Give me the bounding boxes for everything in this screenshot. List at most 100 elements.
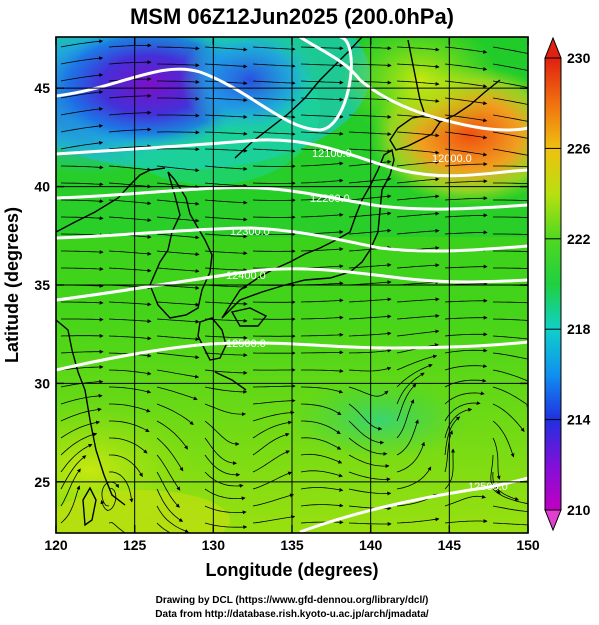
streamline	[300, 470, 343, 478]
streamline	[252, 471, 293, 490]
contour-label: 12500.0	[468, 481, 508, 493]
streamline	[396, 46, 440, 52]
streamline	[109, 420, 150, 433]
streamline	[396, 63, 440, 69]
streamline	[60, 107, 104, 116]
streamline	[101, 481, 120, 507]
streamline	[300, 63, 344, 68]
streamline	[109, 454, 143, 478]
streamline	[253, 384, 296, 389]
streamline	[204, 437, 237, 466]
streamline	[444, 148, 488, 157]
streamline	[108, 110, 152, 116]
streamline	[396, 97, 440, 103]
streamline	[396, 80, 440, 86]
streamline	[348, 420, 385, 445]
streamline	[60, 365, 104, 371]
streamline	[156, 165, 200, 173]
streamline	[444, 196, 488, 201]
streamline	[301, 350, 344, 355]
colorbar-tick-label: 214	[567, 412, 591, 428]
streamline	[300, 114, 344, 119]
streamline	[61, 250, 104, 255]
streamline	[60, 393, 103, 405]
y-tick-label: 40	[34, 179, 50, 195]
streamline	[300, 437, 342, 450]
streamline	[204, 114, 248, 119]
streamline	[300, 212, 344, 218]
streamline	[492, 420, 515, 458]
streamline	[444, 80, 488, 89]
streamline	[444, 378, 487, 388]
streamline	[348, 194, 392, 201]
streamline	[396, 194, 440, 201]
contour-label: 12400.0	[226, 270, 266, 282]
streamline	[490, 454, 501, 494]
streamline	[396, 313, 440, 320]
streamline	[100, 488, 117, 511]
streamline	[492, 403, 525, 433]
streamline	[252, 410, 295, 422]
streamline	[204, 131, 248, 136]
streamline	[60, 432, 98, 456]
streamline	[156, 505, 190, 533]
streamline	[493, 165, 528, 168]
streamline	[60, 39, 104, 48]
streamline	[108, 318, 152, 324]
streamline	[300, 403, 342, 416]
streamline	[444, 315, 488, 320]
streamline	[348, 522, 392, 527]
streamline	[493, 301, 528, 304]
streamline	[444, 494, 486, 507]
streamline	[60, 124, 104, 133]
streamline	[204, 454, 241, 477]
streamline	[348, 437, 388, 456]
streamline	[109, 403, 151, 413]
streamline	[444, 364, 488, 371]
streamline	[157, 79, 200, 84]
streamline	[204, 301, 248, 306]
gridlines	[56, 37, 528, 533]
streamline	[252, 63, 296, 69]
streamline	[157, 96, 200, 101]
streamline	[348, 488, 392, 496]
streamline	[348, 386, 389, 397]
streamline	[348, 159, 392, 167]
streamline	[396, 372, 425, 405]
streamline	[156, 471, 180, 508]
streamline	[60, 444, 93, 473]
contour-label: 12300.0	[230, 226, 270, 238]
contour-label: 12000.0	[432, 153, 472, 165]
streamline	[348, 131, 392, 137]
streamline	[204, 403, 246, 417]
streamline	[300, 315, 344, 320]
streamline	[348, 314, 392, 320]
streamline	[252, 432, 290, 456]
y-axis-label: Latitude (degrees)	[2, 207, 22, 363]
streamline	[493, 182, 528, 185]
streamline	[252, 398, 296, 405]
streamline	[444, 348, 488, 354]
streamline	[204, 148, 248, 153]
y-tick-label: 30	[34, 375, 50, 391]
streamline	[300, 161, 344, 167]
x-tick-label: 140	[359, 537, 383, 553]
streamline	[204, 199, 248, 205]
streamline	[252, 46, 296, 52]
streamline	[252, 493, 295, 507]
streamline	[444, 264, 488, 269]
colorbar-tick-label: 210	[567, 502, 591, 518]
streamline	[60, 420, 101, 439]
streamline	[204, 471, 244, 488]
streamline	[493, 199, 528, 202]
geopotential-contours	[56, 37, 528, 533]
streamline	[108, 144, 152, 150]
streamline	[300, 298, 344, 303]
streamline	[156, 267, 200, 273]
streamline	[156, 352, 200, 360]
streamline	[204, 420, 240, 446]
streamline	[396, 363, 433, 388]
streamline	[157, 113, 200, 118]
streamline	[60, 140, 104, 150]
streamline	[492, 369, 528, 382]
